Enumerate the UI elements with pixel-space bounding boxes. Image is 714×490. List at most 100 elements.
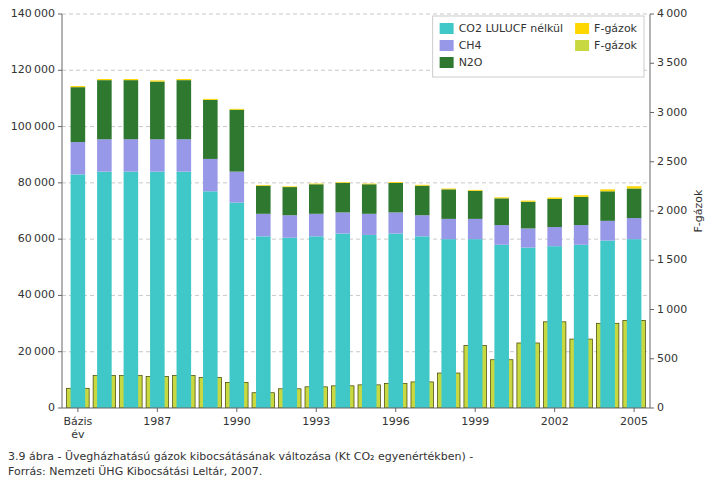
bar-segment: [441, 189, 456, 219]
bar-segment: [97, 172, 112, 408]
bar-segment: [256, 236, 271, 408]
axes: 020 00040 00060 00080 000100 000120 0001…: [11, 7, 687, 441]
bar-segment: [362, 235, 377, 408]
bar-segment: [256, 214, 271, 237]
bar-segment: [97, 79, 112, 80]
bar-segment: [388, 212, 403, 233]
y2-tick: [650, 112, 654, 113]
bar-segment: [203, 100, 218, 159]
bar-segment: [203, 98, 218, 100]
legend-swatch: [575, 40, 589, 51]
x-tick: [634, 408, 635, 412]
legend-swatch: [440, 57, 454, 68]
bar-segment: [362, 183, 377, 185]
bar-segment: [309, 214, 324, 237]
bar-segment: [177, 139, 192, 171]
bar-segment: [388, 182, 403, 184]
bar-segment: [203, 159, 218, 191]
bar-segment: [150, 172, 165, 408]
y2-tick: [650, 211, 654, 212]
y2-tick: [650, 309, 654, 310]
bar-segment: [256, 184, 271, 186]
bar-segment: [468, 189, 483, 191]
bar-segment: [71, 87, 86, 142]
bar-segment: [415, 184, 430, 186]
bar-segment: [283, 215, 298, 238]
bar-segment: [335, 234, 350, 408]
bar-segment: [309, 184, 324, 214]
y-tick-label: 100 000: [11, 120, 55, 133]
x-tick-label: 2002: [541, 415, 569, 428]
bar-segment: [468, 219, 483, 239]
bar-segment: [283, 186, 298, 188]
bar-segment: [150, 139, 165, 171]
y2-tick: [650, 161, 654, 162]
legend-label: F-gázok: [594, 22, 638, 35]
bar-segment: [574, 245, 589, 408]
bar-segment: [627, 186, 642, 188]
bar-segment: [362, 184, 377, 214]
bars: [67, 79, 646, 408]
y-tick: [58, 182, 62, 183]
legend-box: [433, 16, 644, 77]
chart: 020 00040 00060 00080 000100 000120 0001…: [0, 0, 714, 490]
bar-segment: [283, 187, 298, 215]
legend: CO2 LULUCF nélkülCH4N2OF-gázokF-gázok: [433, 16, 644, 77]
bar-segment: [177, 172, 192, 408]
y2-tick-label: 2 000: [657, 204, 687, 217]
y-axis-line: [62, 14, 63, 408]
bar-segment: [335, 182, 350, 184]
y-tick-label: 40 000: [18, 288, 55, 301]
y-tick: [58, 351, 62, 352]
x-tick-label: 1999: [461, 415, 489, 428]
stacked-bars: [71, 79, 642, 408]
y2-axis-label: F-gázok: [692, 189, 705, 233]
title: 3.9 ábra - Üvegházhatású gázok kibocsátá…: [8, 450, 473, 478]
y-tick-label: 0: [48, 401, 55, 414]
legend-label: CH4: [459, 39, 482, 52]
y-tick: [58, 70, 62, 71]
bar-segment: [468, 191, 483, 219]
bar-segment: [71, 86, 86, 87]
bar-segment: [203, 191, 218, 408]
x-tick: [554, 408, 555, 412]
legend-label: CO2 LULUCF nélkül: [459, 22, 563, 35]
bar-segment: [97, 139, 112, 171]
y-tick-label: 20 000: [18, 345, 55, 358]
bar-segment: [256, 186, 271, 214]
bar-segment: [388, 183, 403, 213]
bar-segment: [521, 248, 536, 408]
bar-segment: [177, 79, 192, 80]
bar-segment: [124, 80, 139, 139]
bar-segment: [124, 172, 139, 408]
x-tick: [475, 408, 476, 412]
bar-segment: [177, 80, 192, 139]
y2-tick-label: 0: [657, 401, 664, 414]
bar-segment: [494, 245, 509, 408]
bar-segment: [627, 239, 642, 408]
bar-segment: [441, 188, 456, 190]
bar-segment: [71, 174, 86, 408]
y2-tick-label: 3 000: [657, 106, 687, 119]
bar-segment: [600, 221, 615, 241]
x-tick: [157, 408, 158, 412]
y-tick: [58, 239, 62, 240]
bar-segment: [574, 225, 589, 245]
bar-segment: [521, 201, 536, 202]
y-tick: [58, 408, 62, 409]
y2-tick-label: 2 500: [657, 155, 687, 168]
bar-segment: [415, 236, 430, 408]
bar-segment: [124, 139, 139, 171]
bar-segment: [309, 183, 324, 185]
y2-tick: [650, 358, 654, 359]
bar-segment: [600, 191, 615, 221]
bar-segment: [124, 79, 139, 80]
bar-segment: [283, 238, 298, 408]
x-tick: [316, 408, 317, 412]
bar-segment: [521, 228, 536, 247]
bar-segment: [362, 214, 377, 235]
bar-segment: [309, 236, 324, 408]
bar-segment: [230, 110, 245, 172]
bar-segment: [494, 197, 509, 199]
y-tick: [58, 126, 62, 127]
